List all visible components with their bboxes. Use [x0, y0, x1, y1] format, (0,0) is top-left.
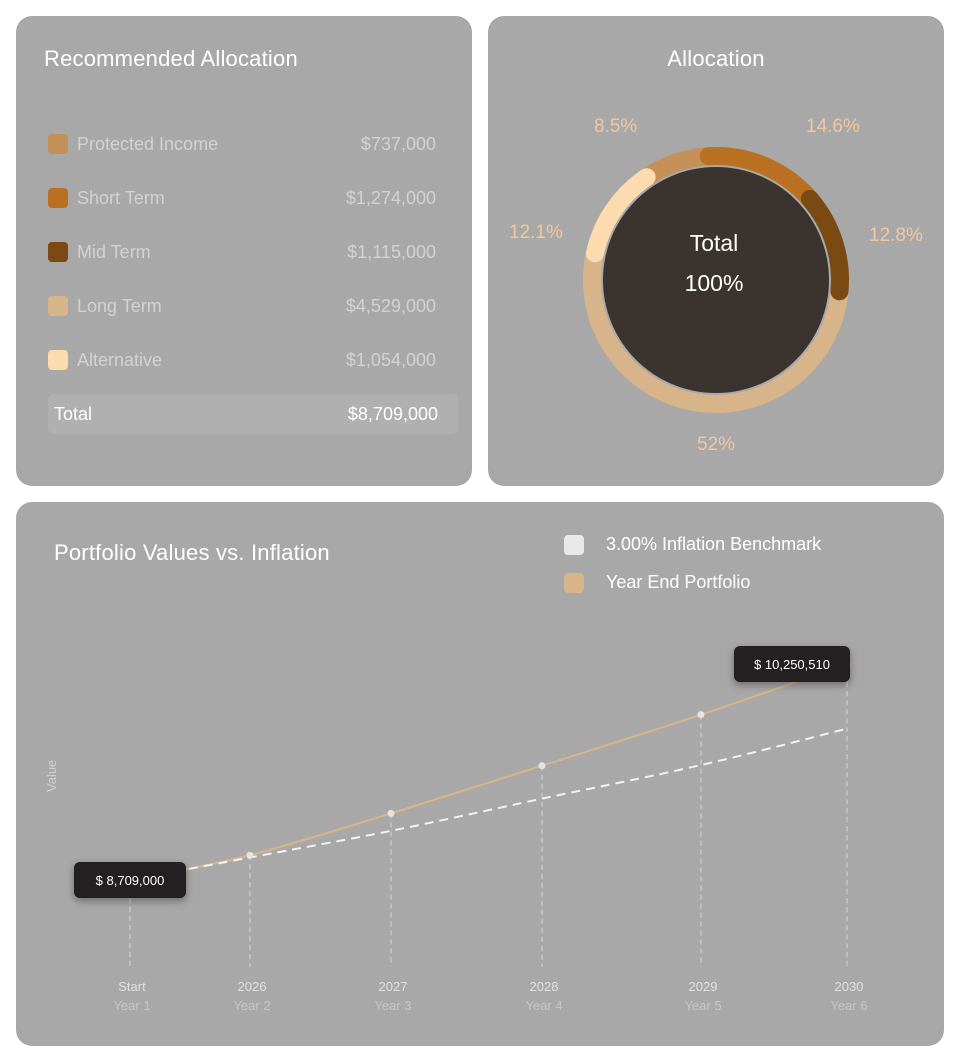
mid-term-swatch — [48, 242, 68, 262]
x-tick-label: 2030 Year 6 — [804, 977, 894, 1015]
pct-label-short-term: 14.6% — [806, 116, 860, 137]
x-tick-period: Year 5 — [684, 998, 722, 1013]
x-tick-label: Start Year 1 — [87, 977, 177, 1015]
donut-card-title: Allocation — [667, 46, 765, 71]
allocation-row-label: Short Term — [77, 187, 165, 208]
donut-slice-alternative — [585, 168, 656, 263]
legend-label: Year End Portfolio — [606, 572, 751, 592]
portfolio-data-point[interactable] — [387, 809, 395, 817]
total-label: Total — [54, 403, 93, 424]
allocation-row-value: $1,054,000 — [345, 349, 436, 370]
portfolio-data-point[interactable] — [697, 711, 705, 719]
inflation-legend-swatch — [564, 534, 584, 555]
allocation-row-value: $1,115,000 — [347, 241, 436, 262]
allocation-card-title: Recommended Allocation — [44, 46, 298, 71]
allocation-row-label: Mid Term — [77, 241, 151, 262]
legend-item-portfolio: Year End Portfolio — [564, 572, 750, 593]
pct-label-alternative: 12.1% — [509, 222, 563, 243]
allocation-donut-chart: Total 100% — [583, 147, 849, 413]
x-tick-year: 2030 — [834, 979, 864, 994]
x-tick-label: 2029 Year 5 — [658, 977, 748, 1015]
series-line-year-end-portfolio — [129, 663, 848, 881]
legend-label: 3.00% Inflation Benchmark — [606, 534, 822, 554]
legend-item-inflation: 3.00% Inflation Benchmark — [564, 534, 821, 555]
portfolio-legend-swatch — [564, 572, 584, 593]
portfolio-data-point[interactable] — [246, 851, 254, 859]
allocation-donut-card: Allocation Total 100% 8.5% 14.6% 12.8% 5… — [488, 16, 944, 486]
x-tick-period: Year 1 — [113, 998, 151, 1013]
pct-label-mid-term: 12.8% — [869, 225, 923, 246]
end-value-tooltip: $ 10,250,510 — [734, 646, 850, 682]
protected-income-swatch — [48, 134, 68, 154]
allocation-row-value: $1,274,000 — [345, 187, 436, 208]
allocation-row-alternative: Alternative $1,054,000 — [48, 345, 436, 375]
x-tick-year: 2026 — [237, 979, 267, 994]
x-tick-year: 2028 — [529, 979, 559, 994]
donut-center-label: Total — [690, 230, 739, 256]
x-tick-year: Start — [118, 979, 146, 994]
allocation-row-label: Alternative — [77, 349, 163, 370]
pct-label-protected-income: 8.5% — [594, 116, 638, 137]
alternative-swatch — [48, 350, 68, 370]
donut-slice-long-term — [583, 244, 849, 413]
allocation-row-mid-term: Mid Term $1,115,000 — [48, 237, 436, 267]
allocation-row-label: Protected Income — [77, 133, 219, 154]
portfolio-data-point[interactable] — [538, 762, 546, 770]
allocation-row-value: $737,000 — [360, 133, 436, 154]
allocation-total-row: Total $8,709,000 — [48, 394, 458, 434]
total-value: $8,709,000 — [347, 403, 438, 424]
x-tick-period: Year 6 — [830, 998, 868, 1013]
x-tick-label: 2027 Year 3 — [348, 977, 438, 1015]
start-value-tooltip: $ 8,709,000 — [74, 862, 186, 898]
donut-slice-mid-term — [800, 189, 849, 301]
donut-center-value: 100% — [685, 270, 744, 296]
x-tick-period: Year 4 — [525, 998, 563, 1013]
donut-slice-short-term — [699, 147, 819, 208]
allocation-row-protected-income: Protected Income $737,000 — [48, 129, 436, 159]
short-term-swatch — [48, 188, 68, 208]
allocation-row-label: Long Term — [77, 295, 162, 316]
allocation-row-long-term: Long Term $4,529,000 — [48, 291, 436, 321]
x-tick-label: 2026 Year 2 — [207, 977, 297, 1015]
x-tick-label: 2028 Year 4 — [499, 977, 589, 1015]
long-term-swatch — [48, 296, 68, 316]
recommended-allocation-card: Recommended Allocation Protected Income … — [16, 16, 472, 486]
donut-center-disc — [603, 167, 829, 393]
x-tick-year: 2027 — [378, 979, 408, 994]
portfolio-line-chart — [129, 660, 851, 967]
x-tick-period: Year 2 — [233, 998, 271, 1013]
allocation-row-short-term: Short Term $1,274,000 — [48, 183, 436, 213]
allocation-row-value: $4,529,000 — [345, 295, 436, 316]
chart-title: Portfolio Values vs. Inflation — [54, 540, 330, 565]
pct-label-long-term: 52% — [697, 434, 736, 455]
x-tick-year: 2029 — [688, 979, 718, 994]
series-line-3-00-inflation-benchmark — [129, 727, 848, 881]
x-tick-period: Year 3 — [374, 998, 412, 1013]
portfolio-vs-inflation-card: Portfolio Values vs. Inflation 3.00% Inf… — [16, 502, 944, 1046]
